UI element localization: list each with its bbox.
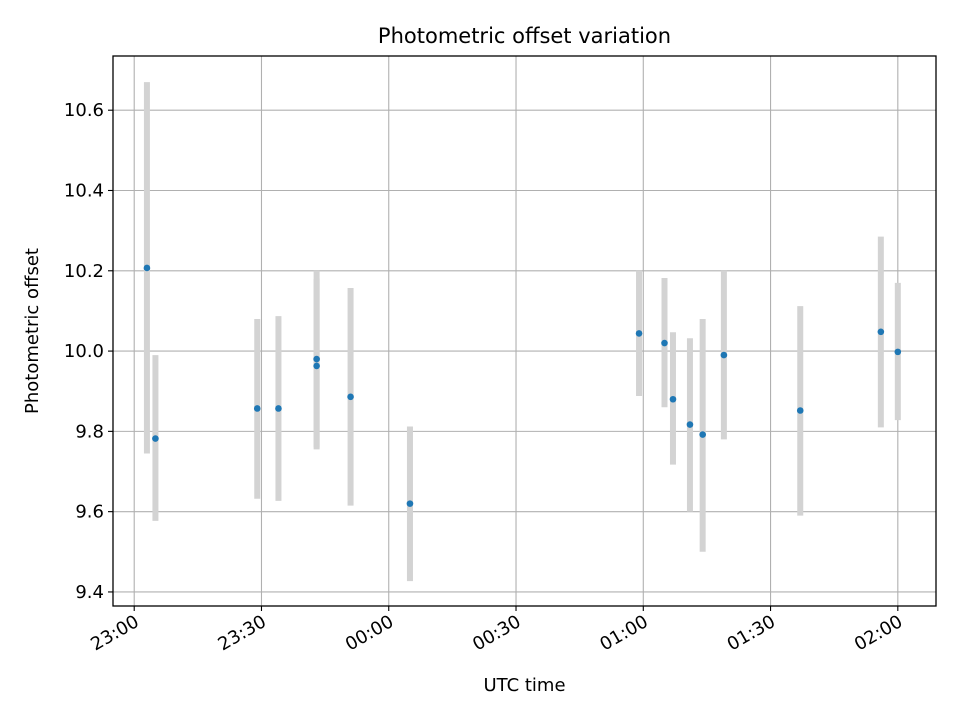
- data-point: [720, 351, 728, 359]
- data-point: [796, 407, 804, 414]
- chart-title: Photometric offset variation: [378, 24, 671, 48]
- y-tick-label: 10.6: [64, 100, 104, 121]
- data-points: [143, 264, 902, 507]
- data-point: [143, 264, 151, 272]
- data-point: [347, 393, 354, 401]
- data-point: [661, 339, 668, 347]
- data-point: [253, 405, 261, 412]
- x-axis-label: UTC time: [483, 675, 565, 696]
- y-tick-label: 10.2: [64, 261, 104, 282]
- data-point: [313, 355, 320, 363]
- plot-frame: [112, 55, 937, 607]
- data-point: [313, 362, 320, 370]
- data-point: [699, 431, 706, 438]
- y-axis-label: Photometric offset: [22, 248, 43, 414]
- data-point: [275, 405, 282, 412]
- data-point: [152, 435, 159, 442]
- y-tick-label: 10.4: [64, 180, 104, 201]
- y-tick-label: 9.6: [75, 502, 104, 523]
- data-point: [669, 395, 677, 403]
- y-tick-label: 9.4: [75, 582, 104, 603]
- data-point: [635, 330, 643, 337]
- y-tick-label: 9.8: [75, 421, 104, 442]
- data-point: [406, 500, 414, 507]
- y-tick-label: 10.0: [64, 341, 104, 362]
- data-point: [877, 328, 885, 336]
- data-point: [894, 348, 902, 356]
- y-axis-ticks: 9.4 9.6 9.8 10.0 10.2 10.4 10.6: [64, 100, 113, 603]
- data-point: [686, 421, 694, 428]
